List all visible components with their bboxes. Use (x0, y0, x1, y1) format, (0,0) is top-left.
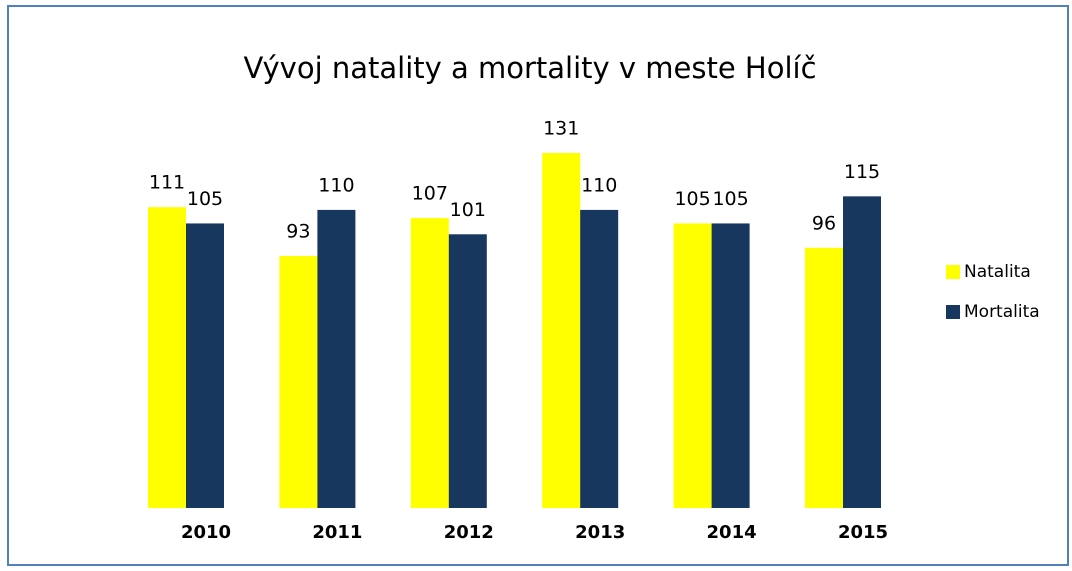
x-tick-label: 2014 (707, 522, 757, 543)
chart-title: Vývoj natality a mortality v meste Holíč (243, 51, 816, 85)
legend-label: Natalita (964, 262, 1031, 282)
bar (317, 209, 356, 508)
data-label: 115 (844, 161, 880, 183)
x-tick-label: 2015 (838, 522, 888, 543)
bar (580, 209, 619, 508)
bar (673, 223, 712, 508)
data-label: 105 (187, 188, 223, 210)
data-label: 101 (450, 199, 486, 221)
data-label: 105 (674, 188, 710, 210)
bar (805, 247, 843, 508)
legend-label: Mortalita (964, 302, 1040, 322)
data-label: 93 (286, 220, 310, 242)
bar (148, 207, 186, 508)
data-label: 107 (412, 183, 448, 205)
bar (711, 223, 750, 508)
x-tick-label: 2012 (444, 522, 494, 543)
bar (542, 152, 581, 509)
legend-swatch (946, 305, 960, 319)
data-label: 105 (712, 188, 748, 210)
x-tick-label: 2013 (575, 522, 625, 543)
data-label: 110 (318, 174, 354, 196)
data-label: 110 (581, 174, 617, 196)
x-tick-label: 2011 (312, 522, 362, 543)
bar (448, 234, 487, 509)
data-label: 96 (812, 212, 836, 234)
bar (186, 223, 224, 508)
legend-swatch (946, 265, 960, 279)
data-label: 131 (543, 117, 579, 139)
bar (279, 255, 318, 508)
x-tick-label: 2010 (181, 522, 231, 543)
bar (410, 218, 449, 508)
data-label: 111 (149, 172, 185, 194)
bar (843, 196, 881, 508)
